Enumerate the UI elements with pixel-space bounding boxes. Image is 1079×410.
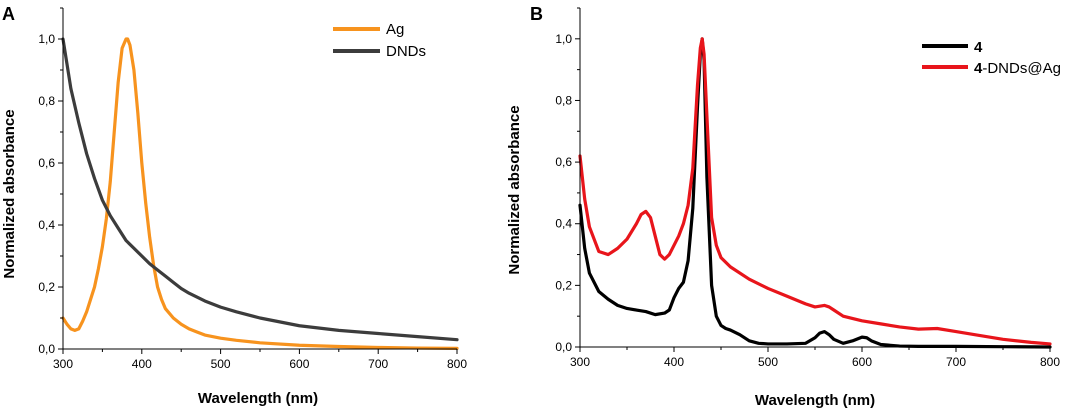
- panel-a-label: A: [2, 4, 15, 24]
- panel-b-xtick-label: 500: [758, 355, 778, 369]
- panel-b-legend: 4 4-DNDs@Ag: [922, 39, 1061, 77]
- panel-a-ytick-label: 0,6: [38, 156, 55, 170]
- panel-b-label: B: [530, 4, 543, 24]
- panel-a-xtick-label: 700: [368, 357, 388, 371]
- panel-a-ytick-label: 0,4: [38, 218, 55, 232]
- panel-a-series: [61, 37, 459, 350]
- panel-b-xtick-label: 800: [1040, 355, 1060, 369]
- legend-label-4: 4: [974, 39, 983, 56]
- panel-b-xtick-label: 400: [664, 355, 684, 369]
- panel-b-ylabel: Normalized absorbance: [506, 105, 523, 274]
- panel-b-xtick-label: 700: [946, 355, 966, 369]
- panel-a-ytick-label: 0,8: [38, 94, 55, 108]
- panel-a-xtick-label: 600: [289, 357, 309, 371]
- panel-a-xlabel: Wavelength (nm): [198, 390, 318, 407]
- legend-label-4-dnds-ag-rest: -DNDs@Ag: [982, 60, 1061, 77]
- panel-b-xlabel: Wavelength (nm): [755, 392, 875, 409]
- panel-a-ytick-label: 0,0: [38, 342, 55, 356]
- panel-a-xtick-label: 400: [132, 357, 152, 371]
- panel-a-legend: Ag DNDs: [333, 21, 426, 60]
- panel-a-series-line-0: [61, 37, 459, 350]
- panel-b-ytick-label: 0,6: [555, 155, 572, 169]
- panel-b-series: [578, 37, 1052, 349]
- panel-b-ytick-label: 1,0: [555, 32, 572, 46]
- panel-b-ytick-label: 0,2: [555, 278, 572, 292]
- panel-a-xtick-label: 300: [53, 357, 73, 371]
- panel-a-xtick-label: 500: [211, 357, 231, 371]
- panel-b-xtick-label: 300: [570, 355, 590, 369]
- legend-label-4-dnds-ag: 4-DNDs@Ag: [974, 60, 1061, 77]
- panel-b-ytick-label: 0,8: [555, 93, 572, 107]
- panel-a-xtick-label: 800: [447, 357, 467, 371]
- legend-label-4-dnds-ag-bold: 4: [974, 60, 983, 77]
- legend-label-ag: Ag: [386, 21, 404, 38]
- panel-a-ytick-label: 1,0: [38, 32, 55, 46]
- panel-b-ytick-label: 0,0: [555, 340, 572, 354]
- panel-a: A Wavelength (nm) Normalized absorbance …: [1, 4, 467, 407]
- panel-b: B Wavelength (nm) Normalized absorbance …: [506, 4, 1061, 409]
- panel-a-ylabel: Normalized absorbance: [1, 109, 18, 278]
- panel-b-series-line-1: [578, 37, 1052, 346]
- panel-b-xtick-label: 600: [852, 355, 872, 369]
- panel-b-ytick-label: 0,4: [555, 217, 572, 231]
- legend-label-dnds: DNDs: [386, 43, 426, 60]
- panel-a-ytick-label: 0,2: [38, 280, 55, 294]
- panel-b-series-line-0: [578, 37, 1052, 349]
- panel-a-series-line-1: [61, 37, 459, 342]
